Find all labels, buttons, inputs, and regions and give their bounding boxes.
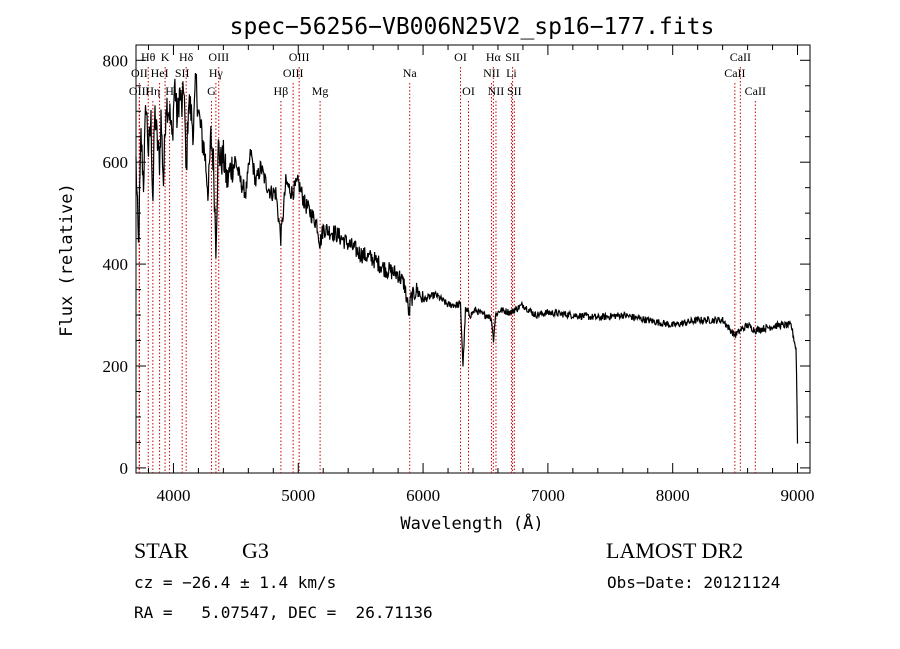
- x-tick-label: 8000: [656, 486, 690, 505]
- coordinates: RA = 5.07547, DEC = 26.71136: [134, 603, 433, 622]
- line-marker-label: Hδ: [179, 50, 194, 64]
- line-marker-label: SII: [505, 50, 520, 64]
- y-tick-label: 200: [103, 357, 129, 376]
- line-marker-label: Hη: [145, 84, 160, 98]
- line-marker-label: NII: [488, 84, 505, 98]
- obs-date: Obs−Date: 20121124: [607, 573, 781, 592]
- y-tick-label: 400: [103, 255, 129, 274]
- line-marker-label: CaII: [724, 66, 745, 80]
- line-marker-label: OII: [131, 66, 148, 80]
- line-marker-label: Hβ: [274, 84, 289, 98]
- line-marker-label: K: [161, 50, 170, 64]
- line-marker-label: Hγ: [209, 66, 224, 80]
- x-axis: 4000 5000 6000 7000 8000 9000: [147, 45, 815, 505]
- line-marker-label: Hθ: [141, 50, 156, 64]
- line-marker-label: H: [165, 84, 174, 98]
- line-marker-label: OIII: [283, 66, 304, 80]
- line-marker-label: HeI: [151, 66, 169, 80]
- object-class: STAR: [134, 538, 189, 563]
- line-markers: [138, 67, 756, 473]
- y-tick-label: 800: [103, 51, 129, 70]
- y-tick-label: 600: [103, 153, 129, 172]
- x-tick-label: 9000: [781, 486, 815, 505]
- plot-frame: [135, 44, 811, 474]
- x-tick-label: 5000: [281, 486, 315, 505]
- line-marker-label: CaII: [745, 84, 766, 98]
- line-marker-label: OIII: [289, 50, 310, 64]
- redshift-text: cz = −26.4 ± 1.4 km/s: [134, 573, 337, 592]
- line-marker-label: Mg: [312, 84, 329, 98]
- spectrum-line: [135, 73, 799, 444]
- survey-name: LAMOST DR2: [606, 538, 744, 563]
- line-marker-label: Hα: [486, 50, 502, 64]
- line-marker-label: G: [207, 84, 216, 98]
- line-marker-label: Na: [403, 66, 418, 80]
- x-axis-label: Wavelength (Å): [400, 512, 543, 534]
- line-marker-label: OI: [454, 50, 467, 64]
- line-marker-label: OIII: [129, 84, 150, 98]
- line-marker-label: SII: [175, 66, 190, 80]
- y-tick-label: 0: [120, 459, 129, 478]
- line-marker-label: CaII: [730, 50, 751, 64]
- y-axis: 0 200 400 600 800: [103, 51, 810, 478]
- line-marker-label: OIII: [208, 50, 229, 64]
- line-marker-label: OI: [462, 84, 475, 98]
- x-tick-label: 6000: [406, 486, 440, 505]
- object-subclass: G3: [242, 538, 269, 563]
- line-marker-label: SII: [507, 84, 522, 98]
- line-marker-label: NII: [483, 66, 500, 80]
- chart-title: spec−56256−VB006N25V2_sp16−177.fits: [230, 14, 715, 40]
- x-tick-label: 7000: [531, 486, 565, 505]
- line-marker-label: Li: [506, 66, 517, 80]
- x-tick-label: 4000: [156, 486, 190, 505]
- y-axis-label: Flux (relative): [57, 183, 77, 337]
